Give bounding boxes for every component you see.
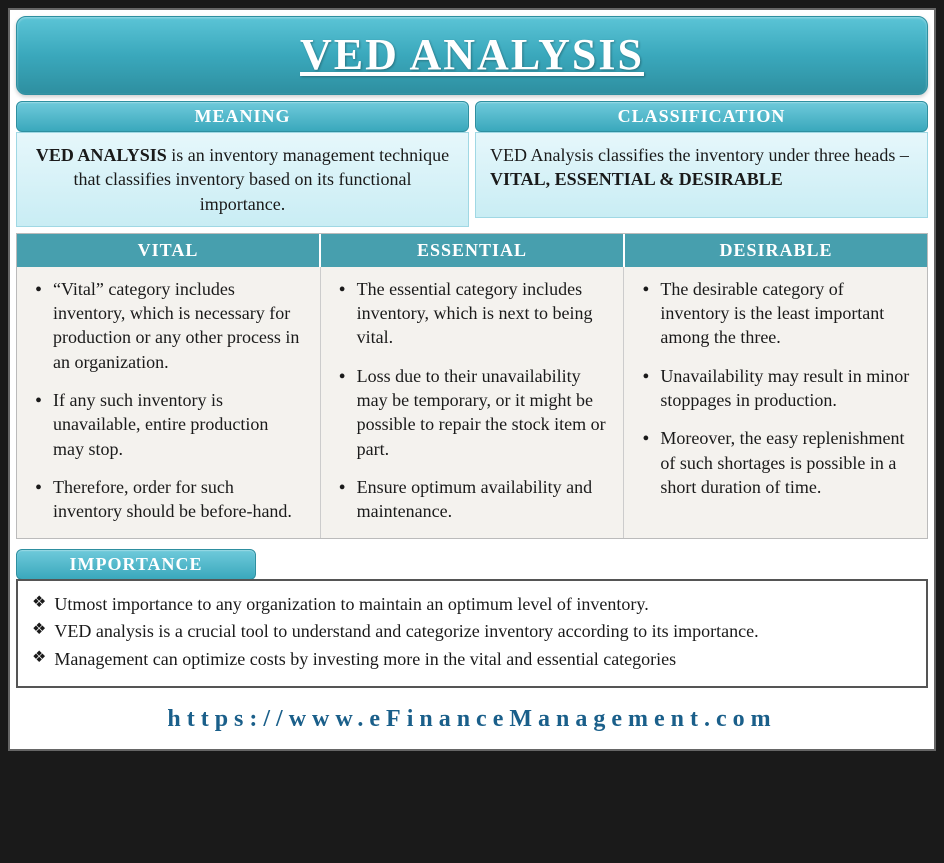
importance-header: IMPORTANCE xyxy=(16,549,256,580)
classification-column: CLASSIFICATION VED Analysis classifies t… xyxy=(475,101,928,227)
td-desirable: The desirable category of inventory is t… xyxy=(624,267,927,538)
ved-table: VITAL ESSENTIAL DESIRABLE “Vital” catego… xyxy=(16,233,928,539)
classification-body: VED Analysis classifies the inventory un… xyxy=(475,132,928,218)
list-item: “Vital” category includes inventory, whi… xyxy=(33,277,304,374)
main-title: VED ANALYSIS xyxy=(17,29,927,80)
infographic-page: VED ANALYSIS MEANING VED ANALYSIS is an … xyxy=(8,8,936,751)
meaning-column: MEANING VED ANALYSIS is an inventory man… xyxy=(16,101,469,227)
classification-bold: VITAL, ESSENTIAL & DESIRABLE xyxy=(490,169,783,189)
list-item: If any such inventory is unavailable, en… xyxy=(33,388,304,461)
list-item: Ensure optimum availability and maintena… xyxy=(337,475,608,524)
importance-item: ❖ VED analysis is a crucial tool to unde… xyxy=(32,618,912,646)
importance-text: Management can optimize costs by investi… xyxy=(54,646,676,674)
th-desirable: DESIRABLE xyxy=(625,234,927,267)
title-banner: VED ANALYSIS xyxy=(16,16,928,95)
desirable-list: The desirable category of inventory is t… xyxy=(640,277,911,499)
list-item: Therefore, order for such inventory shou… xyxy=(33,475,304,524)
th-vital: VITAL xyxy=(17,234,321,267)
importance-item: ❖ Management can optimize costs by inves… xyxy=(32,646,912,674)
list-item: Loss due to their unavailability may be … xyxy=(337,364,608,461)
list-item: The desirable category of inventory is t… xyxy=(640,277,911,350)
ved-table-header-row: VITAL ESSENTIAL DESIRABLE xyxy=(17,234,927,267)
th-essential: ESSENTIAL xyxy=(321,234,625,267)
diamond-bullet-icon: ❖ xyxy=(32,618,46,643)
importance-text: VED analysis is a crucial tool to unders… xyxy=(54,618,758,646)
list-item: Moreover, the easy replenishment of such… xyxy=(640,426,911,499)
list-item: The essential category includes inventor… xyxy=(337,277,608,350)
meaning-bold-prefix: VED ANALYSIS xyxy=(36,145,167,165)
classification-prefix: VED Analysis classifies the inventory un… xyxy=(490,145,909,165)
ved-table-body-row: “Vital” category includes inventory, whi… xyxy=(17,267,927,538)
essential-list: The essential category includes inventor… xyxy=(337,277,608,524)
meaning-header: MEANING xyxy=(16,101,469,132)
td-vital: “Vital” category includes inventory, whi… xyxy=(17,267,321,538)
importance-text: Utmost importance to any organization to… xyxy=(54,591,648,619)
footer-url: https://www.eFinanceManagement.com xyxy=(16,688,928,743)
td-essential: The essential category includes inventor… xyxy=(321,267,625,538)
list-item: Unavailability may result in minor stopp… xyxy=(640,364,911,413)
diamond-bullet-icon: ❖ xyxy=(32,646,46,671)
vital-list: “Vital” category includes inventory, whi… xyxy=(33,277,304,524)
importance-box: ❖ Utmost importance to any organization … xyxy=(16,579,928,689)
importance-item: ❖ Utmost importance to any organization … xyxy=(32,591,912,619)
diamond-bullet-icon: ❖ xyxy=(32,591,46,616)
meaning-classification-row: MEANING VED ANALYSIS is an inventory man… xyxy=(16,101,928,227)
importance-header-wrap: IMPORTANCE xyxy=(16,549,928,580)
classification-header: CLASSIFICATION xyxy=(475,101,928,132)
meaning-body: VED ANALYSIS is an inventory management … xyxy=(16,132,469,227)
